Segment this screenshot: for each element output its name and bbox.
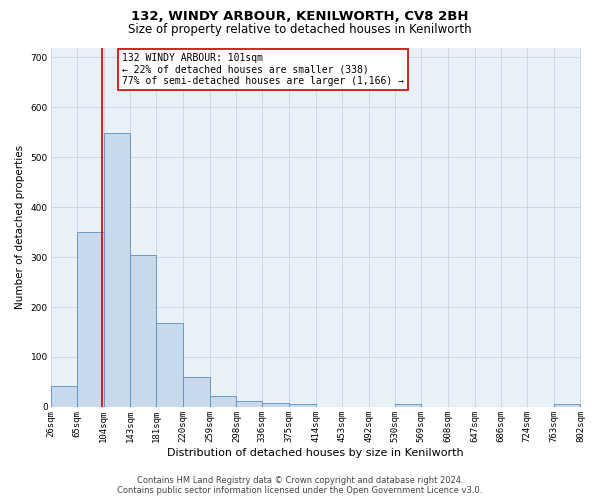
- Bar: [130, 254, 157, 407]
- Bar: [554, 404, 580, 407]
- Text: 132, WINDY ARBOUR, KENILWORTH, CV8 2BH: 132, WINDY ARBOUR, KENILWORTH, CV8 2BH: [131, 10, 469, 23]
- Y-axis label: Number of detached properties: Number of detached properties: [15, 145, 25, 310]
- Bar: [77, 232, 104, 407]
- Text: Size of property relative to detached houses in Kenilworth: Size of property relative to detached ho…: [128, 22, 472, 36]
- Bar: [50, 386, 77, 407]
- Bar: [262, 403, 289, 407]
- Bar: [289, 404, 316, 407]
- Bar: [183, 377, 209, 407]
- Text: Contains HM Land Registry data © Crown copyright and database right 2024.
Contai: Contains HM Land Registry data © Crown c…: [118, 476, 482, 495]
- Bar: [395, 404, 421, 407]
- Bar: [104, 134, 130, 407]
- Bar: [157, 323, 183, 407]
- Bar: [236, 401, 262, 407]
- Text: 132 WINDY ARBOUR: 101sqm
← 22% of detached houses are smaller (338)
77% of semi-: 132 WINDY ARBOUR: 101sqm ← 22% of detach…: [122, 53, 404, 86]
- X-axis label: Distribution of detached houses by size in Kenilworth: Distribution of detached houses by size …: [167, 448, 464, 458]
- Bar: [209, 396, 236, 407]
